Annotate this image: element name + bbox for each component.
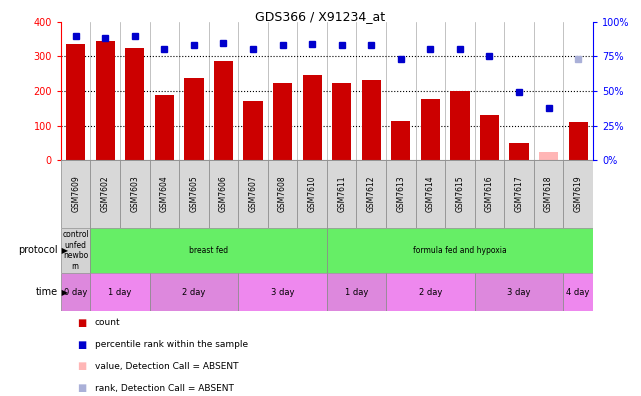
Text: GSM7612: GSM7612 [367,176,376,212]
Text: GSM7615: GSM7615 [455,176,465,212]
Text: GSM7614: GSM7614 [426,176,435,212]
Bar [185,78,203,160]
Bar [149,273,238,311]
Text: GSM7606: GSM7606 [219,176,228,212]
Bar [391,121,410,160]
Bar [563,160,593,228]
Bar [303,75,322,160]
Text: 3 day: 3 day [507,287,531,297]
Bar [297,160,327,228]
Bar [415,160,445,228]
Text: GSM7602: GSM7602 [101,176,110,212]
Bar [327,228,593,273]
Text: 1 day: 1 day [345,287,368,297]
Bar [563,273,593,311]
Text: breast fed: breast fed [189,246,228,255]
Text: GSM7617: GSM7617 [515,176,524,212]
Bar [386,273,475,311]
Text: GSM7604: GSM7604 [160,176,169,212]
Text: ■: ■ [77,383,86,393]
Bar [214,61,233,160]
Bar [475,273,563,311]
Text: GSM7611: GSM7611 [337,176,346,212]
Text: 3 day: 3 day [271,287,294,297]
Text: GSM7603: GSM7603 [130,176,139,212]
Text: GSM7605: GSM7605 [189,176,199,212]
Text: ■: ■ [77,361,86,371]
Text: 2 day: 2 day [419,287,442,297]
Bar [149,160,179,228]
Bar [327,160,356,228]
Text: rank, Detection Call = ABSENT: rank, Detection Call = ABSENT [95,384,234,392]
Bar [90,160,120,228]
Bar [238,273,327,311]
Bar [475,160,504,228]
Text: protocol: protocol [18,246,58,255]
Bar [90,273,149,311]
Bar [244,101,263,160]
Bar [420,99,440,160]
Text: control
unfed
newbo
rn: control unfed newbo rn [62,230,89,270]
Text: 2 day: 2 day [182,287,206,297]
Bar [451,91,469,160]
Bar [539,152,558,160]
Text: time: time [35,287,58,297]
Bar [90,228,327,273]
Text: GSM7613: GSM7613 [396,176,405,212]
Text: GSM7619: GSM7619 [574,176,583,212]
Bar [534,160,563,228]
Bar [356,160,386,228]
Text: percentile rank within the sample: percentile rank within the sample [95,340,248,349]
Text: GDS366 / X91234_at: GDS366 / X91234_at [255,10,386,23]
Bar [445,160,475,228]
Bar [96,41,115,160]
Bar [569,122,588,160]
Bar [209,160,238,228]
Bar [61,160,90,228]
Bar [273,84,292,160]
Text: ■: ■ [77,318,86,328]
Bar [504,160,534,228]
Bar [332,84,351,160]
Bar [61,228,90,273]
Bar [327,273,386,311]
Bar [125,48,144,160]
Text: 4 day: 4 day [567,287,590,297]
Text: 1 day: 1 day [108,287,131,297]
Text: GSM7607: GSM7607 [249,176,258,212]
Text: value, Detection Call = ABSENT: value, Detection Call = ABSENT [95,362,238,371]
Bar [238,160,268,228]
Text: 0 day: 0 day [64,287,87,297]
Bar [386,160,415,228]
Text: GSM7618: GSM7618 [544,176,553,212]
Bar [120,160,149,228]
Text: GSM7610: GSM7610 [308,176,317,212]
Bar [510,143,529,160]
Bar [480,115,499,160]
Bar [61,273,90,311]
Bar [362,80,381,160]
Text: GSM7608: GSM7608 [278,176,287,212]
Bar [154,95,174,160]
Text: ▶: ▶ [59,246,68,255]
Bar [268,160,297,228]
Text: count: count [95,318,121,327]
Text: GSM7616: GSM7616 [485,176,494,212]
Bar [66,44,85,160]
Text: ▶: ▶ [59,287,68,297]
Text: GSM7609: GSM7609 [71,176,80,212]
Text: formula fed and hypoxia: formula fed and hypoxia [413,246,507,255]
Bar [179,160,209,228]
Text: ■: ■ [77,339,86,350]
